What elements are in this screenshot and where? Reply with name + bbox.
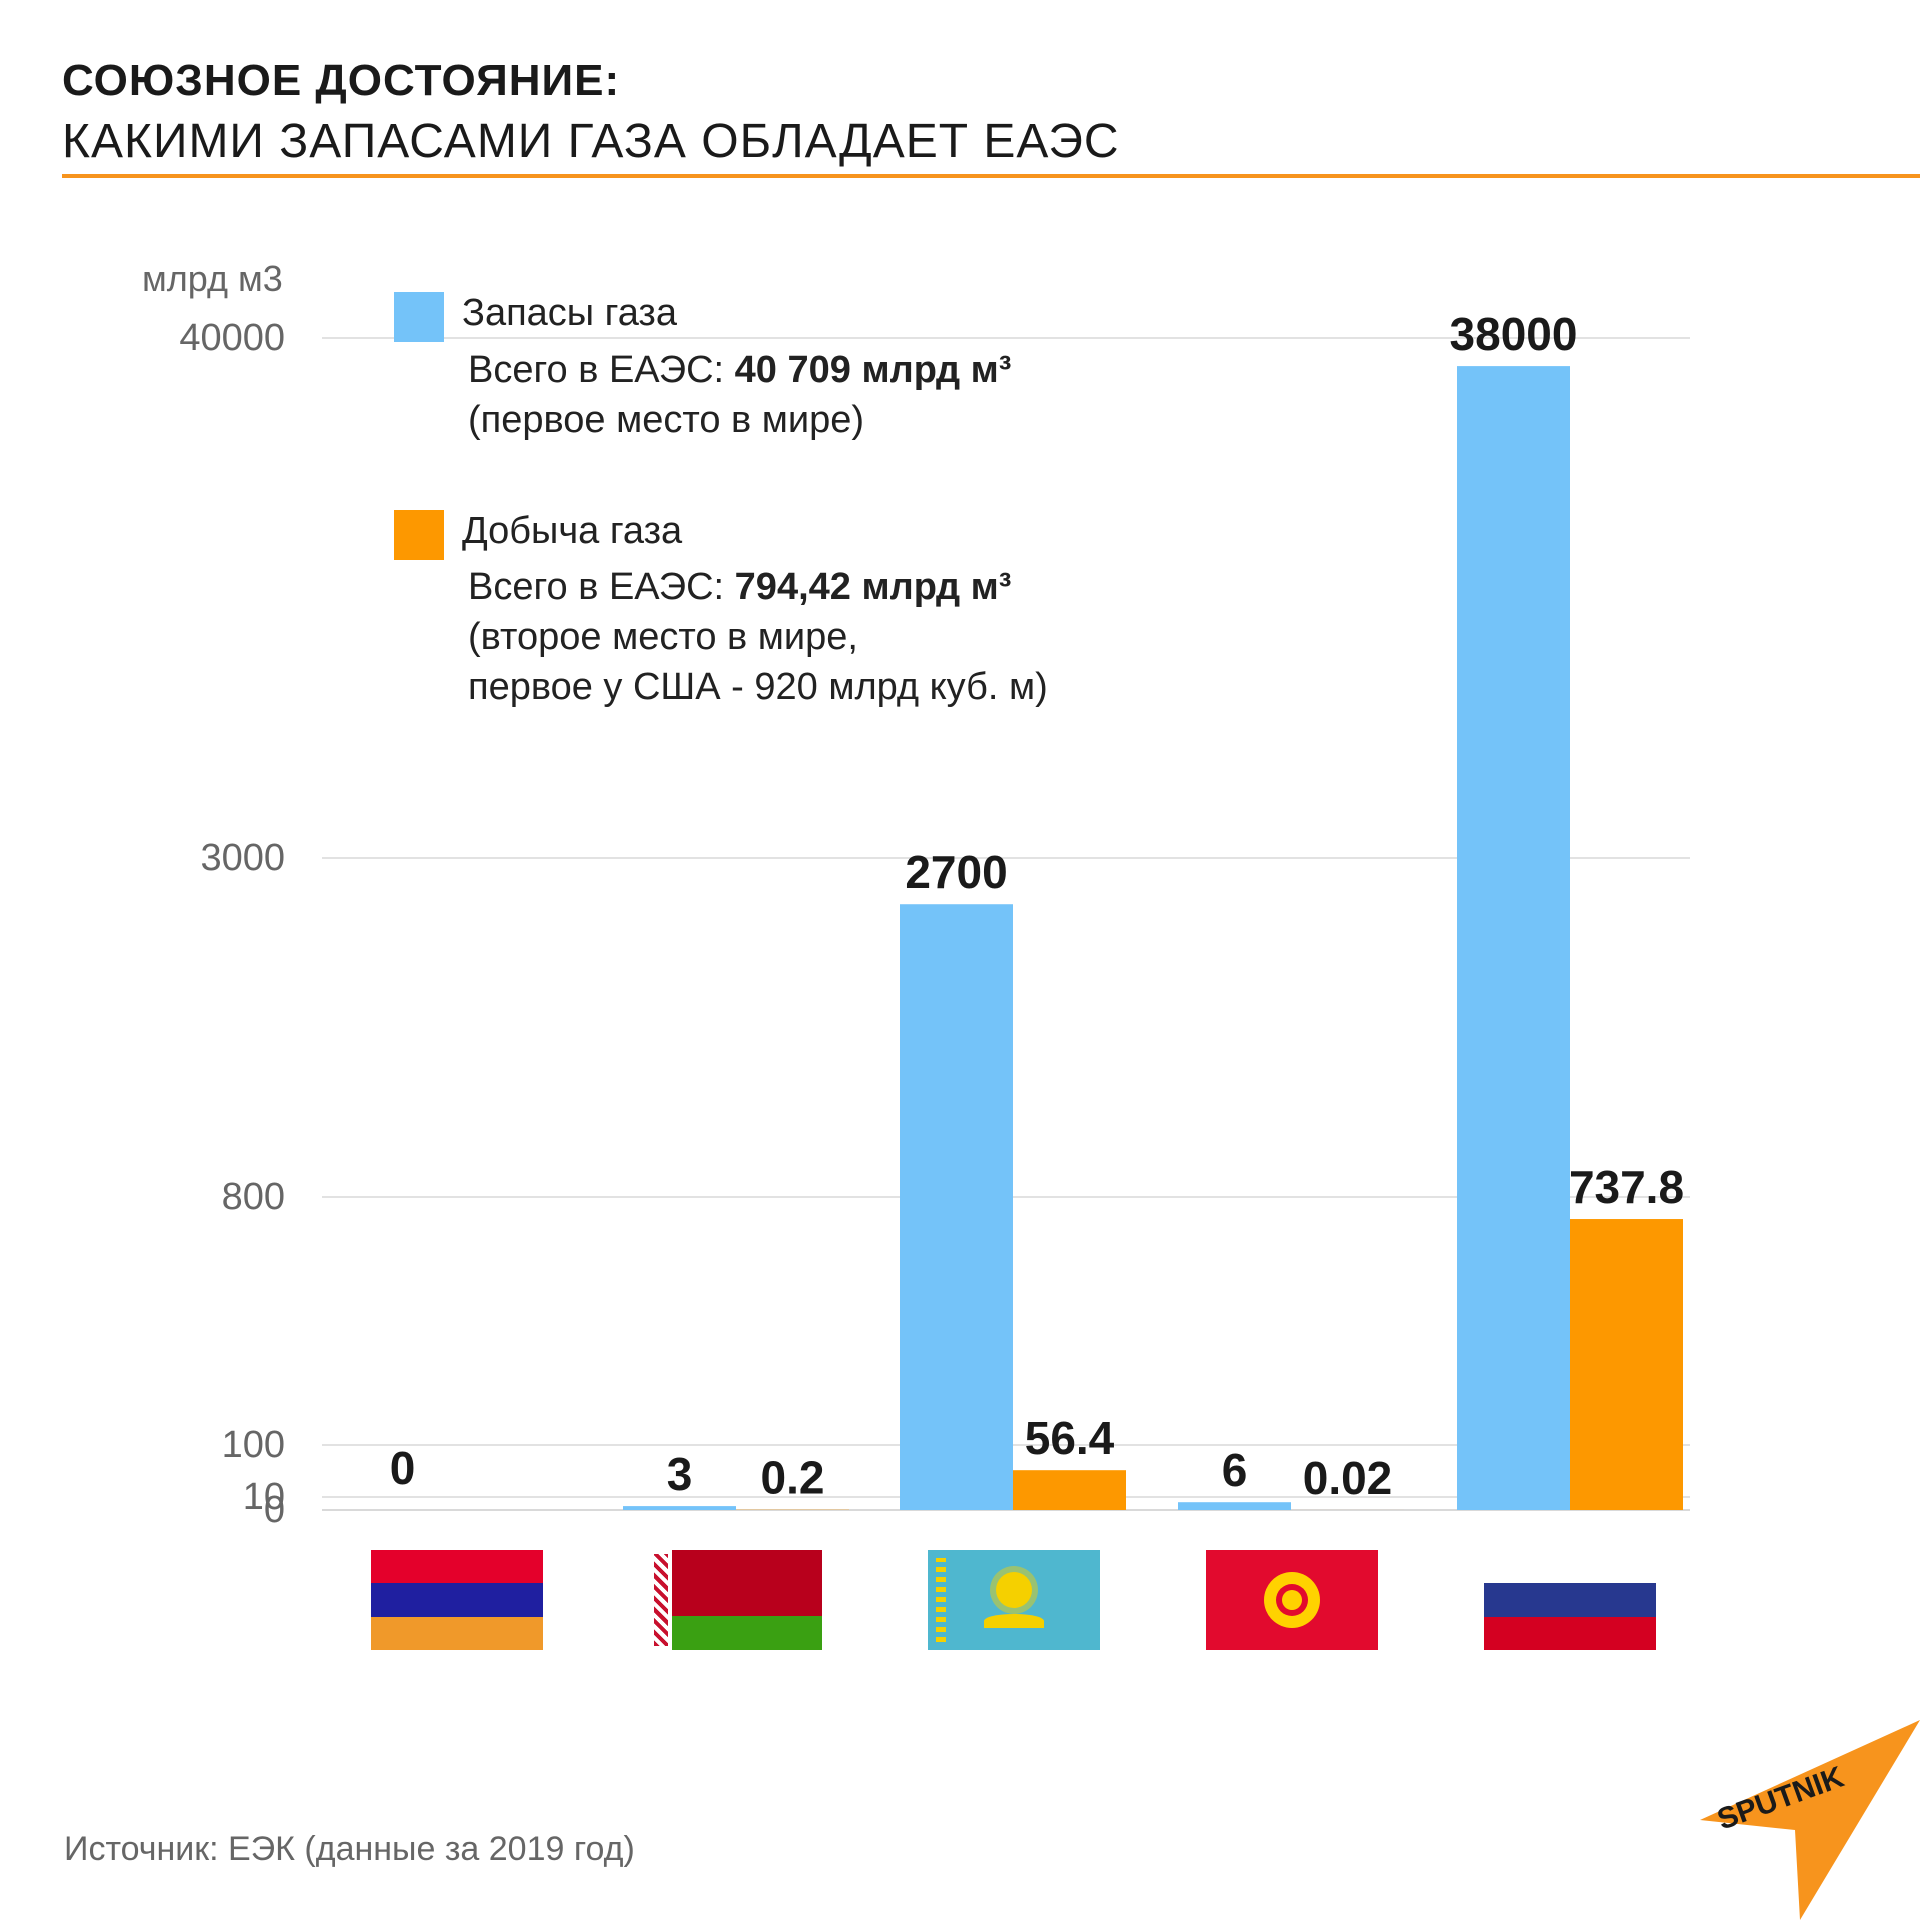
y-tick-label-0: 0	[264, 1489, 285, 1531]
sputnik-logo: SPUTNIK	[1700, 1720, 1920, 1920]
legend-label-production: Добыча газа	[462, 510, 683, 552]
data-label-production-4: 737.8	[1569, 1161, 1684, 1213]
bar-production-2	[1013, 1470, 1126, 1510]
flag-armenia-icon	[371, 1550, 543, 1650]
legend-production-note-1: (второе место в мире,	[468, 616, 858, 658]
flag-kazakhstan-icon	[928, 1550, 1100, 1650]
legend-production-prefix: Всего в ЕАЭС:	[468, 566, 735, 608]
legend-label-reserves: Запасы газа	[462, 292, 677, 334]
legend-production-value: 794,42 млрд м³	[734, 566, 1012, 608]
y-axis-unit-label: млрд м3	[142, 258, 283, 299]
data-label-reserves-2: 2700	[905, 846, 1007, 898]
legend-swatch-production	[394, 510, 444, 560]
data-label-reserves-1: 3	[667, 1448, 693, 1500]
y-tick-label-3000: 3000	[200, 837, 285, 879]
data-label-production-2: 56.4	[1025, 1412, 1115, 1464]
flag-russia-icon	[1484, 1550, 1656, 1650]
data-label-production-1: 0.2	[761, 1452, 825, 1504]
legend-reserves-value: 40 709 млрд м³	[734, 349, 1012, 391]
y-tick-label-10: 10	[243, 1476, 285, 1518]
chart-subtitle: КАКИМИ ЗАПАСАМИ ГАЗА ОБЛАДАЕТ ЕАЭС	[62, 115, 1120, 168]
flag-kyrgyzstan-icon	[1206, 1550, 1378, 1650]
bar-reserves-3	[1178, 1502, 1291, 1510]
data-label-reserves-3: 6	[1222, 1444, 1248, 1496]
data-label-reserves-0: 0	[390, 1442, 416, 1494]
legend-reserves-prefix: Всего в ЕАЭС:	[468, 349, 735, 391]
flag-belarus-icon	[650, 1550, 822, 1650]
bar-reserves-2	[900, 904, 1013, 1510]
title-underline	[62, 174, 1920, 178]
legend-reserves-total: Всего в ЕАЭС: 40 709 млрд м³	[468, 345, 1011, 395]
y-tick-label-40000: 40000	[179, 317, 285, 359]
bar-reserves-4	[1457, 366, 1570, 1510]
chart-title: СОЮЗНОЕ ДОСТОЯНИЕ:	[62, 56, 621, 105]
data-label-production-3: 0.02	[1303, 1452, 1393, 1504]
bar-reserves-1	[623, 1506, 736, 1510]
legend-swatch-reserves	[394, 292, 444, 342]
source-note: Источник: ЕЭК (данные за 2019 год)	[64, 1830, 635, 1868]
legend-reserves-note: (первое место в мире)	[468, 399, 865, 441]
y-tick-label-100: 100	[222, 1424, 285, 1466]
data-label-reserves-4: 38000	[1450, 308, 1578, 360]
bar-production-4	[1570, 1219, 1683, 1510]
y-tick-label-800: 800	[222, 1176, 285, 1218]
legend-production-total: Всего в ЕАЭС: 794,42 млрд м³	[468, 562, 1011, 612]
legend-production-note-2: первое у США - 920 млрд куб. м)	[468, 666, 1048, 708]
